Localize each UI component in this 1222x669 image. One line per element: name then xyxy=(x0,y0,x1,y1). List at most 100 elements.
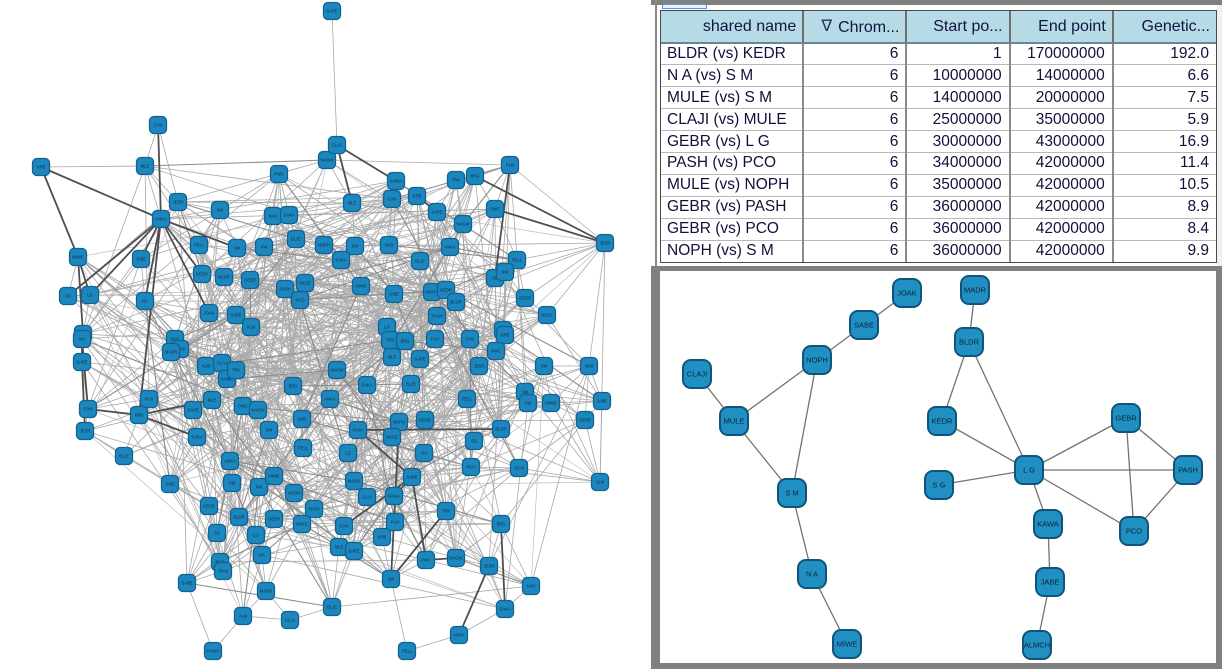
svg-text:SW: SW xyxy=(266,428,273,433)
svg-text:CLAJ: CLAJ xyxy=(362,495,372,500)
svg-text:CYN: CYN xyxy=(340,524,349,529)
svg-text:PASH: PASH xyxy=(308,507,319,512)
svg-text:BLDR: BLDR xyxy=(233,515,244,520)
svg-text:MULE: MULE xyxy=(541,313,553,318)
svg-text:KEDR: KEDR xyxy=(203,504,215,509)
svg-text:KW: KW xyxy=(261,245,268,250)
svg-text:N A: N A xyxy=(806,570,818,579)
svg-text:PLN: PLN xyxy=(506,163,514,168)
svg-text:KRB: KRB xyxy=(413,194,422,199)
svg-text:SW: SW xyxy=(388,577,395,582)
svg-text:NA: NA xyxy=(421,451,427,456)
svg-text:KW: KW xyxy=(525,401,532,406)
svg-text:PELL: PELL xyxy=(512,258,523,263)
svg-text:CYN: CYN xyxy=(388,197,397,202)
svg-text:MULE: MULE xyxy=(299,281,311,286)
svg-text:PELL: PELL xyxy=(402,649,413,654)
svg-text:CYN: CYN xyxy=(84,407,93,412)
svg-text:PLN: PLN xyxy=(391,520,399,525)
svg-text:PCO: PCO xyxy=(170,337,180,342)
svg-text:BRG: BRG xyxy=(288,384,297,389)
svg-text:JOAK: JOAK xyxy=(204,311,215,316)
svg-text:BLDR: BLDR xyxy=(959,338,980,347)
svg-text:BLJE: BLJE xyxy=(119,454,129,459)
svg-text:KEDR: KEDR xyxy=(440,288,452,293)
svg-text:MULE: MULE xyxy=(724,417,745,426)
svg-text:MLE: MLE xyxy=(335,545,344,550)
svg-text:NA: NA xyxy=(142,299,148,304)
svg-text:JESR: JESR xyxy=(474,364,485,369)
svg-text:JESR: JESR xyxy=(600,241,611,246)
svg-text:LG: LG xyxy=(345,451,351,456)
svg-text:GEBR: GEBR xyxy=(268,517,280,522)
svg-text:JOAK: JOAK xyxy=(218,569,229,574)
svg-text:PASH: PASH xyxy=(352,428,363,433)
svg-text:ALM: ALM xyxy=(202,364,211,369)
svg-text:KAWA: KAWA xyxy=(1037,520,1059,529)
svg-text:ANKA: ANKA xyxy=(444,245,456,250)
svg-text:NAGW: NAGW xyxy=(320,158,333,163)
svg-text:SW: SW xyxy=(541,364,548,369)
svg-text:TRK: TRK xyxy=(452,178,461,183)
svg-text:LG: LG xyxy=(384,325,390,330)
svg-text:KEDR: KEDR xyxy=(932,417,953,426)
svg-text:PELL: PELL xyxy=(194,243,205,248)
svg-text:MLE: MLE xyxy=(388,355,397,360)
svg-text:SAPE: SAPE xyxy=(431,210,442,215)
svg-text:SAKA: SAKA xyxy=(361,383,372,388)
svg-text:CLAJ: CLAJ xyxy=(217,361,227,366)
svg-text:JESR: JESR xyxy=(173,200,184,205)
svg-text:JOAK: JOAK xyxy=(514,466,525,471)
svg-text:LG: LG xyxy=(87,293,93,298)
svg-text:KW: KW xyxy=(502,270,509,275)
svg-text:MLE: MLE xyxy=(348,201,357,206)
svg-text:S G: S G xyxy=(933,481,946,490)
svg-text:PWC: PWC xyxy=(238,404,248,409)
svg-text:PCO: PCO xyxy=(295,298,305,303)
svg-text:SABE: SABE xyxy=(76,360,87,365)
svg-text:PWC: PWC xyxy=(421,558,431,563)
svg-text:PCO: PCO xyxy=(1126,527,1142,536)
svg-text:SM: SM xyxy=(229,481,236,486)
svg-text:MLE: MLE xyxy=(141,164,150,169)
svg-text:MIWE: MIWE xyxy=(837,640,857,649)
svg-text:L G: L G xyxy=(1023,466,1035,475)
svg-text:SW: SW xyxy=(217,208,224,213)
svg-text:JABE: JABE xyxy=(165,482,176,487)
svg-text:NOPH: NOPH xyxy=(426,290,438,295)
svg-text:MADR: MADR xyxy=(964,286,987,295)
svg-text:SAKA: SAKA xyxy=(335,258,346,263)
svg-text:JABE: JABE xyxy=(136,257,147,262)
svg-text:MADR: MADR xyxy=(260,589,272,594)
svg-text:ANKA: ANKA xyxy=(453,633,465,638)
svg-text:PCO: PCO xyxy=(466,465,476,470)
svg-text:PELL: PELL xyxy=(298,446,309,451)
svg-text:SABE: SABE xyxy=(854,321,874,330)
svg-text:PLN: PLN xyxy=(145,397,153,402)
svg-text:KAWA: KAWA xyxy=(390,179,402,184)
svg-text:KAWA: KAWA xyxy=(207,649,219,654)
svg-text:TRK: TRK xyxy=(232,368,241,373)
svg-text:NOPH: NOPH xyxy=(806,356,828,365)
svg-text:KW: KW xyxy=(256,485,263,490)
svg-text:BRG: BRG xyxy=(400,339,409,344)
svg-text:SAPE: SAPE xyxy=(187,408,198,413)
svg-text:BLDR: BLDR xyxy=(495,427,506,432)
svg-text:CYN: CYN xyxy=(466,337,475,342)
svg-text:SAKA: SAKA xyxy=(283,213,294,218)
svg-text:NAGW: NAGW xyxy=(449,556,462,561)
svg-text:NA: NA xyxy=(259,553,265,558)
svg-text:SG: SG xyxy=(471,439,477,444)
svg-text:SAPE: SAPE xyxy=(414,357,425,362)
svg-text:JESR: JESR xyxy=(484,564,495,569)
svg-text:KEDR: KEDR xyxy=(196,272,208,277)
svg-text:KAWA: KAWA xyxy=(388,494,400,499)
svg-text:NAGW: NAGW xyxy=(251,408,264,413)
svg-text:BLDR: BLDR xyxy=(450,300,461,305)
svg-text:KRB: KRB xyxy=(501,333,510,338)
svg-text:SM: SM xyxy=(522,390,529,395)
svg-text:BRG: BRG xyxy=(496,522,505,527)
svg-text:SW: SW xyxy=(352,244,359,249)
svg-text:TRK: TRK xyxy=(442,509,451,514)
svg-text:SG: SG xyxy=(214,531,220,536)
